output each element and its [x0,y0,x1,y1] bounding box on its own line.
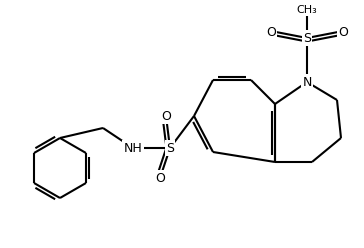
Text: O: O [266,26,276,38]
Text: S: S [166,142,174,155]
Text: NH: NH [124,142,142,155]
Text: O: O [338,26,348,38]
Text: N: N [302,75,312,89]
Text: O: O [161,110,171,123]
Text: CH₃: CH₃ [297,5,317,15]
Text: O: O [155,172,165,185]
Text: S: S [303,31,311,44]
